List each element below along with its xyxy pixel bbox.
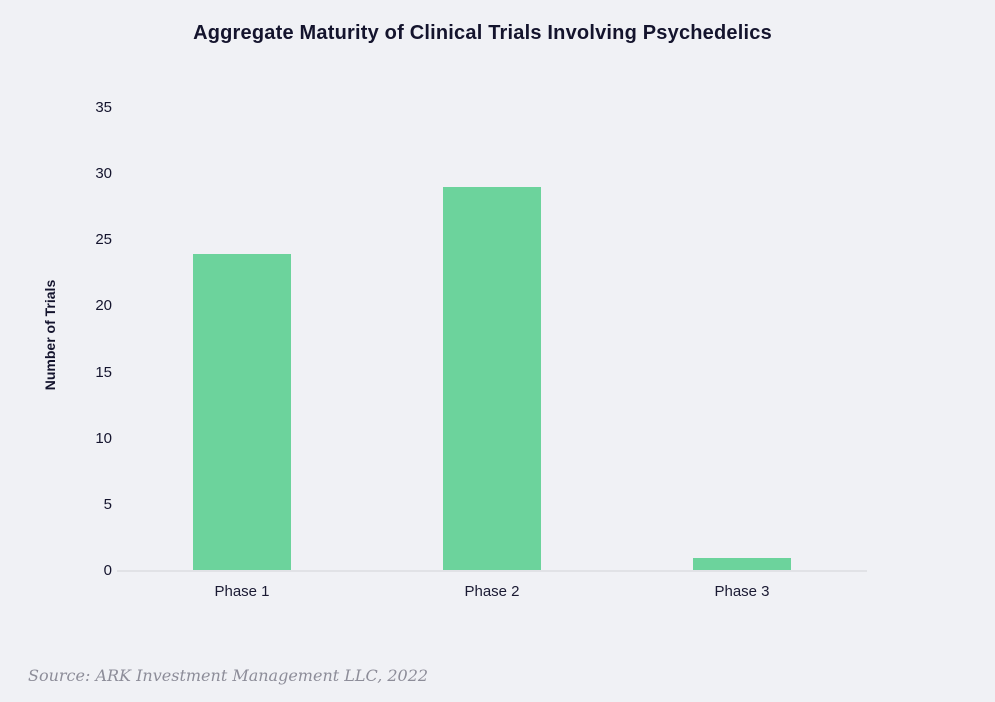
y-tick-label: 5: [103, 495, 112, 513]
x-tick-label: Phase 2: [464, 583, 520, 600]
bars-container: [117, 108, 867, 571]
bar: [443, 187, 541, 571]
y-tick-label: 15: [95, 363, 112, 381]
y-tick-label: 35: [95, 99, 112, 116]
y-tick-label: 0: [103, 562, 112, 579]
bar: [693, 557, 791, 571]
bar-slot: [617, 108, 867, 571]
y-tick-label: 20: [95, 297, 112, 315]
y-tick-label: 30: [95, 165, 112, 183]
plot-area: [117, 108, 867, 572]
x-axis-labels: Phase 1 Phase 2 Phase 3: [117, 583, 867, 600]
y-axis-ticks: 0 5 10 15 20 25 30 35: [0, 99, 112, 579]
bar-slot: [367, 108, 617, 571]
x-axis-line: [117, 570, 867, 572]
x-tick-label: Phase 1: [214, 583, 270, 600]
y-tick-label: 25: [95, 231, 112, 249]
chart-title: Aggregate Maturity of Clinical Trials In…: [193, 22, 772, 44]
x-tick-label: Phase 3: [714, 583, 770, 600]
bar-slot: [117, 108, 367, 571]
y-tick-label: 10: [95, 429, 112, 447]
source-note: Source: ARK Investment Management LLC, 2…: [28, 666, 429, 685]
bar: [193, 253, 291, 571]
